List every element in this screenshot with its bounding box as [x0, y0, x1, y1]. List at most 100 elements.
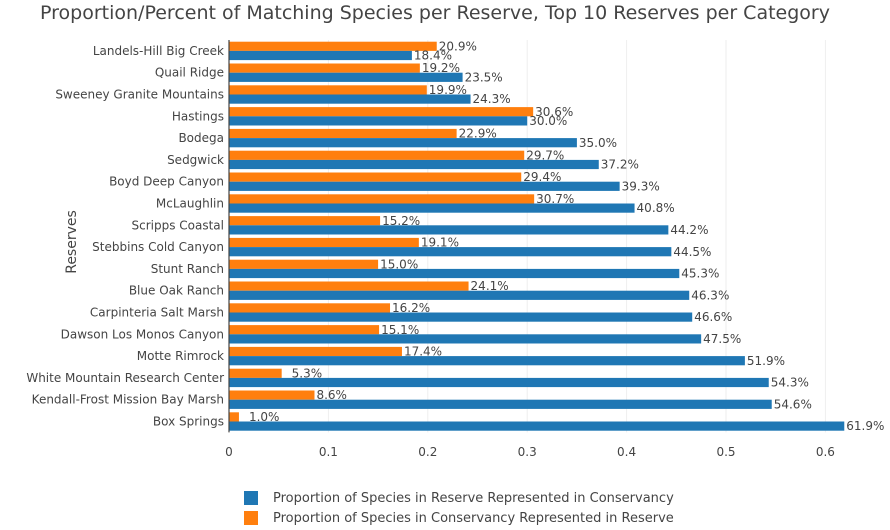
chart-title: Proportion/Percent of Matching Species p… [40, 2, 830, 24]
data-label: 19.2% [422, 61, 460, 75]
y-tick-label: Hastings [172, 109, 224, 123]
legend-label: Proportion of Species in Reserve Represe… [273, 490, 674, 506]
data-label: 30.7% [536, 192, 574, 206]
bar[interactable] [229, 312, 693, 322]
data-labels: 20.9%18.4%19.2% 23.5%19.9% 24.3% 30.6%30.0%… [249, 39, 884, 433]
bar[interactable] [229, 268, 680, 279]
y-tick-label: Kendall-Frost Mission Bay Marsh [32, 393, 224, 407]
data-label: 61.9% [846, 419, 884, 433]
axes: 0 0.1 0.2 0.3 0.4 0.5 0.6 Landels-Hill Big Cree… [26, 40, 835, 459]
bar[interactable] [229, 325, 380, 335]
data-label: 39.3% [622, 179, 660, 193]
data-label: 40.8% [637, 201, 675, 215]
data-label: 46.6% [694, 310, 732, 324]
bar[interactable] [229, 225, 669, 235]
bar[interactable] [229, 281, 469, 291]
data-label: 1.0% [249, 410, 280, 424]
y-tick-label: Box Springs [153, 415, 224, 429]
data-label: 8.6% [316, 388, 347, 402]
data-label: 51.9% [747, 354, 785, 368]
bar[interactable] [229, 247, 672, 257]
bar[interactable] [229, 203, 635, 213]
bar[interactable] [229, 237, 419, 248]
bar[interactable] [229, 116, 528, 126]
x-tick-label: 0.6 [816, 445, 835, 459]
bar[interactable] [229, 128, 457, 139]
y-tick-label: Motte Rimrock [137, 349, 224, 363]
bar[interactable] [229, 85, 427, 95]
data-label: 54.3% [771, 376, 809, 390]
legend-item-conservancy-in-reserve[interactable]: Proportion of Species in Conservancy Rep… [244, 508, 674, 528]
data-label: 18.4% [414, 49, 452, 63]
legend-swatch [244, 511, 258, 525]
bar[interactable] [229, 150, 525, 160]
bar[interactable] [229, 346, 402, 357]
x-tick-label: 0.1 [319, 445, 338, 459]
bar[interactable] [229, 159, 599, 170]
bar[interactable] [229, 390, 315, 400]
legend: Proportion of Species in Reserve Represe… [244, 488, 674, 528]
y-tick-label: Landels-Hill Big Creek [93, 44, 224, 58]
y-tick-label: Carpinteria Salt Marsh [90, 306, 224, 320]
y-axis-title: Reserves [64, 210, 80, 274]
data-label: 17.4% [404, 345, 442, 359]
legend-label: Proportion of Species in Conservancy Rep… [273, 510, 674, 526]
bar[interactable] [229, 107, 534, 117]
bar[interactable] [229, 334, 702, 344]
x-tick-label: 0.5 [716, 445, 735, 459]
data-label: 24.3% [473, 92, 511, 106]
bar[interactable] [229, 41, 437, 51]
bar[interactable] [229, 399, 772, 409]
bar[interactable] [229, 72, 463, 82]
data-label: 22.9% [459, 127, 497, 141]
data-label: 30.0% [529, 114, 567, 128]
data-label: 23.5% [465, 70, 503, 84]
bar[interactable] [229, 259, 379, 269]
data-label: 24.1% [471, 279, 509, 293]
bar[interactable] [229, 216, 381, 226]
data-label: 29.4% [523, 170, 561, 184]
data-label: 15.0% [380, 257, 418, 271]
y-tick-label: Dawson Los Monos Canyon [61, 327, 224, 341]
data-label: 44.2% [670, 223, 708, 237]
y-tick-label: Sweeney Granite Mountains [55, 88, 224, 102]
y-tick-label: Scripps Coastal [131, 218, 224, 232]
legend-swatch [244, 491, 258, 505]
bar[interactable] [229, 303, 391, 313]
bar[interactable] [229, 412, 239, 422]
bar[interactable] [229, 194, 535, 204]
y-tick-label: Blue Oak Ranch [129, 284, 224, 298]
x-tick-label: 0.3 [518, 445, 537, 459]
data-label: 46.3% [691, 288, 729, 302]
data-label: 15.2% [382, 214, 420, 228]
bar[interactable] [229, 368, 282, 378]
bar[interactable] [229, 172, 522, 182]
legend-item-reserve-in-conservancy[interactable]: Proportion of Species in Reserve Represe… [244, 488, 674, 508]
data-label: 30.6% [535, 105, 573, 119]
bar[interactable] [229, 63, 420, 73]
bars [229, 41, 845, 431]
y-tick-label: Boyd Deep Canyon [109, 175, 224, 189]
bar-chart: 20.9%18.4%19.2% 23.5%19.9% 24.3% 30.6%30.0%… [26, 39, 884, 459]
data-label: 47.5% [703, 332, 741, 346]
bar[interactable] [229, 421, 845, 431]
y-tick-label: Stebbins Cold Canyon [92, 240, 224, 254]
x-tick-label: 0.2 [418, 445, 437, 459]
bar[interactable] [229, 377, 769, 388]
bar[interactable] [229, 356, 745, 366]
y-tick-label: Sedgwick [167, 153, 224, 167]
data-label: 54.6% [774, 397, 812, 411]
data-label: 5.3% [292, 366, 323, 380]
y-tick-label: Stunt Ranch [151, 262, 224, 276]
bar[interactable] [229, 290, 690, 300]
data-label: 37.2% [601, 158, 639, 172]
data-label: 19.1% [421, 236, 459, 250]
bar[interactable] [229, 138, 577, 148]
data-label: 16.2% [392, 301, 430, 315]
bar[interactable] [229, 94, 471, 104]
y-tick-label: Bodega [178, 131, 224, 145]
bar[interactable] [229, 50, 412, 61]
y-tick-label: McLaughlin [156, 197, 224, 211]
bar[interactable] [229, 181, 620, 191]
data-label: 45.3% [681, 267, 719, 281]
